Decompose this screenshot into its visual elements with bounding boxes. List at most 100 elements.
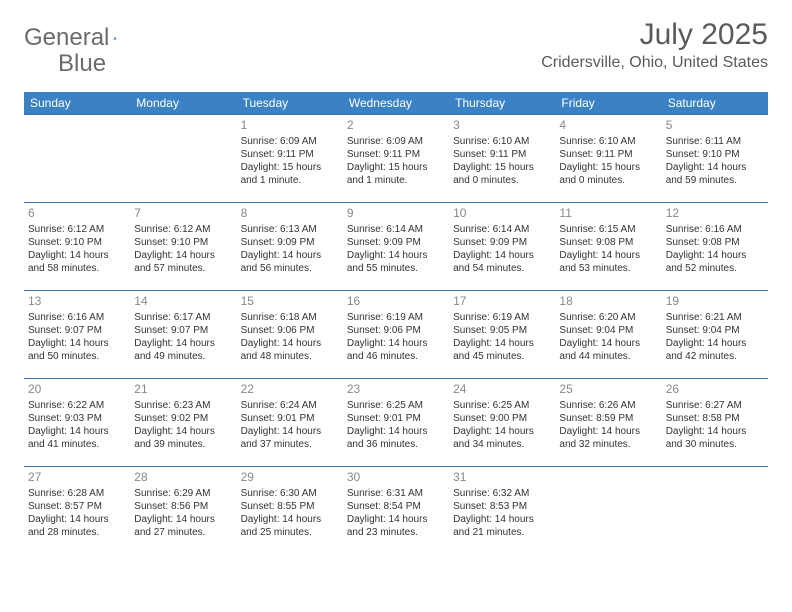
daylight-text: Daylight: 14 hours: [28, 513, 126, 526]
sunset-text: Sunset: 9:07 PM: [134, 324, 232, 337]
daylight-text: and 21 minutes.: [453, 526, 551, 539]
daylight-text: Daylight: 14 hours: [559, 337, 657, 350]
daylight-text: and 46 minutes.: [347, 350, 445, 363]
sunrise-text: Sunrise: 6:18 AM: [241, 311, 339, 324]
calendar-day-cell: 15Sunrise: 6:18 AMSunset: 9:06 PMDayligh…: [237, 291, 343, 379]
sunrise-text: Sunrise: 6:13 AM: [241, 223, 339, 236]
calendar-day-cell: 6Sunrise: 6:12 AMSunset: 9:10 PMDaylight…: [24, 203, 130, 291]
sunset-text: Sunset: 9:11 PM: [453, 148, 551, 161]
weekday-header: Saturday: [662, 92, 768, 115]
calendar-day-cell: 17Sunrise: 6:19 AMSunset: 9:05 PMDayligh…: [449, 291, 555, 379]
sunrise-text: Sunrise: 6:25 AM: [347, 399, 445, 412]
sunrise-text: Sunrise: 6:31 AM: [347, 487, 445, 500]
day-number: 16: [347, 294, 445, 310]
calendar-table: SundayMondayTuesdayWednesdayThursdayFrid…: [24, 92, 768, 555]
day-number: 28: [134, 470, 232, 486]
weekday-header: Friday: [555, 92, 661, 115]
sunrise-text: Sunrise: 6:09 AM: [347, 135, 445, 148]
calendar-empty-cell: [130, 115, 236, 203]
sunset-text: Sunset: 8:55 PM: [241, 500, 339, 513]
sunrise-text: Sunrise: 6:10 AM: [453, 135, 551, 148]
sunset-text: Sunset: 9:10 PM: [134, 236, 232, 249]
day-number: 31: [453, 470, 551, 486]
calendar-day-cell: 7Sunrise: 6:12 AMSunset: 9:10 PMDaylight…: [130, 203, 236, 291]
calendar-day-cell: 29Sunrise: 6:30 AMSunset: 8:55 PMDayligh…: [237, 467, 343, 555]
sunset-text: Sunset: 9:10 PM: [28, 236, 126, 249]
daylight-text: and 50 minutes.: [28, 350, 126, 363]
calendar-day-cell: 19Sunrise: 6:21 AMSunset: 9:04 PMDayligh…: [662, 291, 768, 379]
sunset-text: Sunset: 9:09 PM: [453, 236, 551, 249]
sunset-text: Sunset: 9:03 PM: [28, 412, 126, 425]
calendar-empty-cell: [662, 467, 768, 555]
calendar-day-cell: 28Sunrise: 6:29 AMSunset: 8:56 PMDayligh…: [130, 467, 236, 555]
calendar-day-cell: 18Sunrise: 6:20 AMSunset: 9:04 PMDayligh…: [555, 291, 661, 379]
calendar-day-cell: 14Sunrise: 6:17 AMSunset: 9:07 PMDayligh…: [130, 291, 236, 379]
sunrise-text: Sunrise: 6:27 AM: [666, 399, 764, 412]
day-number: 27: [28, 470, 126, 486]
sunrise-text: Sunrise: 6:16 AM: [666, 223, 764, 236]
daylight-text: Daylight: 14 hours: [241, 337, 339, 350]
location-text: Cridersville, Ohio, United States: [541, 54, 768, 72]
day-number: 6: [28, 206, 126, 222]
day-number: 20: [28, 382, 126, 398]
daylight-text: Daylight: 14 hours: [241, 249, 339, 262]
day-number: 11: [559, 206, 657, 222]
day-number: 8: [241, 206, 339, 222]
calendar-empty-cell: [555, 467, 661, 555]
sunrise-text: Sunrise: 6:15 AM: [559, 223, 657, 236]
daylight-text: Daylight: 14 hours: [241, 425, 339, 438]
day-number: 4: [559, 118, 657, 134]
sunset-text: Sunset: 9:06 PM: [241, 324, 339, 337]
sunrise-text: Sunrise: 6:16 AM: [28, 311, 126, 324]
title-block: July 2025 Cridersville, Ohio, United Sta…: [541, 18, 768, 72]
calendar-header-row: SundayMondayTuesdayWednesdayThursdayFrid…: [24, 92, 768, 115]
sunrise-text: Sunrise: 6:24 AM: [241, 399, 339, 412]
sunrise-text: Sunrise: 6:19 AM: [347, 311, 445, 324]
daylight-text: and 34 minutes.: [453, 438, 551, 451]
day-number: 25: [559, 382, 657, 398]
daylight-text: and 32 minutes.: [559, 438, 657, 451]
daylight-text: Daylight: 14 hours: [28, 249, 126, 262]
sunset-text: Sunset: 9:09 PM: [241, 236, 339, 249]
weekday-header: Sunday: [24, 92, 130, 115]
day-number: 7: [134, 206, 232, 222]
sunset-text: Sunset: 8:54 PM: [347, 500, 445, 513]
daylight-text: Daylight: 14 hours: [453, 513, 551, 526]
daylight-text: and 57 minutes.: [134, 262, 232, 275]
brand-blue: Blue: [58, 50, 106, 78]
sunset-text: Sunset: 9:01 PM: [241, 412, 339, 425]
sunrise-text: Sunrise: 6:25 AM: [453, 399, 551, 412]
calendar-day-cell: 21Sunrise: 6:23 AMSunset: 9:02 PMDayligh…: [130, 379, 236, 467]
sunset-text: Sunset: 9:06 PM: [347, 324, 445, 337]
day-number: 5: [666, 118, 764, 134]
sunset-text: Sunset: 9:11 PM: [241, 148, 339, 161]
daylight-text: and 28 minutes.: [28, 526, 126, 539]
sunset-text: Sunset: 8:59 PM: [559, 412, 657, 425]
sunrise-text: Sunrise: 6:10 AM: [559, 135, 657, 148]
brand-general: General: [24, 24, 109, 52]
sunrise-text: Sunrise: 6:21 AM: [666, 311, 764, 324]
daylight-text: Daylight: 15 hours: [453, 161, 551, 174]
calendar-day-cell: 2Sunrise: 6:09 AMSunset: 9:11 PMDaylight…: [343, 115, 449, 203]
day-number: 3: [453, 118, 551, 134]
daylight-text: and 37 minutes.: [241, 438, 339, 451]
daylight-text: Daylight: 14 hours: [347, 249, 445, 262]
calendar-day-cell: 16Sunrise: 6:19 AMSunset: 9:06 PMDayligh…: [343, 291, 449, 379]
calendar-page: General July 2025 Cridersville, Ohio, Un…: [0, 0, 792, 573]
weekday-header: Monday: [130, 92, 236, 115]
sunrise-text: Sunrise: 6:14 AM: [347, 223, 445, 236]
daylight-text: Daylight: 14 hours: [134, 513, 232, 526]
sunrise-text: Sunrise: 6:20 AM: [559, 311, 657, 324]
sunrise-text: Sunrise: 6:26 AM: [559, 399, 657, 412]
daylight-text: Daylight: 15 hours: [347, 161, 445, 174]
daylight-text: Daylight: 14 hours: [559, 249, 657, 262]
daylight-text: Daylight: 14 hours: [134, 249, 232, 262]
daylight-text: Daylight: 14 hours: [666, 337, 764, 350]
day-number: 19: [666, 294, 764, 310]
day-number: 30: [347, 470, 445, 486]
daylight-text: Daylight: 14 hours: [666, 425, 764, 438]
calendar-day-cell: 3Sunrise: 6:10 AMSunset: 9:11 PMDaylight…: [449, 115, 555, 203]
calendar-day-cell: 8Sunrise: 6:13 AMSunset: 9:09 PMDaylight…: [237, 203, 343, 291]
daylight-text: and 36 minutes.: [347, 438, 445, 451]
day-number: 23: [347, 382, 445, 398]
